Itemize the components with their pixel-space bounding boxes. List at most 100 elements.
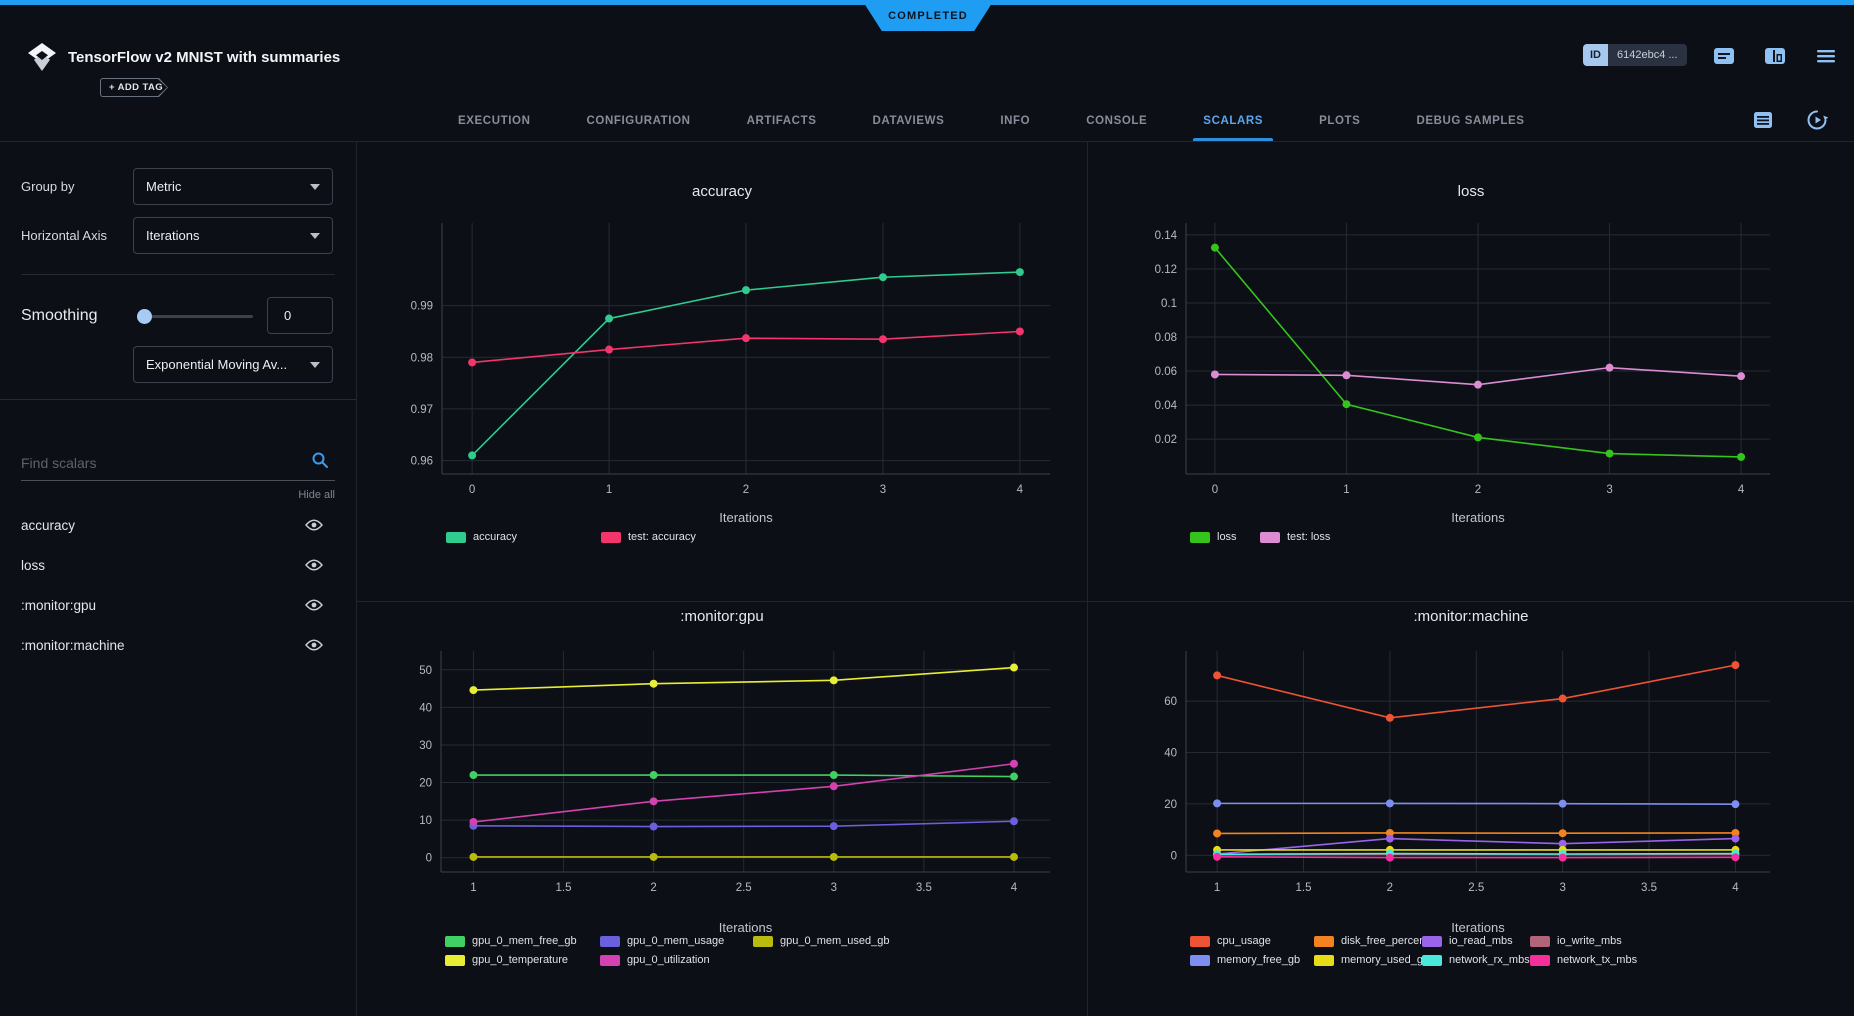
legend-item[interactable]: disk_free_percent	[1314, 935, 1428, 947]
legend-item[interactable]: memory_used_gb	[1314, 954, 1429, 966]
plot-area[interactable]: 0.96 0.97 0.98 0.99 0 1 2 3 4	[357, 202, 1088, 502]
legend-swatch-icon	[1422, 954, 1442, 966]
legend-item[interactable]: network_tx_mbs	[1530, 954, 1637, 966]
id-value: 6142ebc4 ...	[1608, 44, 1687, 66]
legend-item[interactable]: gpu_0_utilization	[600, 954, 753, 966]
legend-swatch-icon	[1314, 954, 1334, 966]
plot-area[interactable]: 0 10 20 30 40 50 1 1.5 2 2.5 3 3.5 4	[357, 632, 1088, 902]
legend-label: memory_free_gb	[1217, 954, 1301, 966]
svg-text:3: 3	[1559, 882, 1565, 894]
svg-text:40: 40	[419, 702, 432, 714]
eye-icon[interactable]	[303, 594, 325, 616]
find-scalars-input[interactable]	[21, 454, 311, 471]
comment-icon[interactable]	[1711, 43, 1737, 69]
scalar-row-loss[interactable]: loss	[21, 545, 335, 585]
smoothing-label: Smoothing	[21, 306, 98, 324]
tab-console[interactable]: CONSOLE	[1086, 114, 1148, 127]
smoothing-input[interactable]	[267, 297, 333, 334]
svg-text:4: 4	[1732, 882, 1739, 894]
legend-item[interactable]: test: accuracy	[601, 531, 696, 543]
scalar-row-monitor-gpu[interactable]: :monitor:gpu	[21, 585, 335, 625]
legend-item[interactable]: memory_free_gb	[1190, 954, 1314, 966]
svg-text:3: 3	[1606, 484, 1612, 496]
legend-swatch-icon	[1190, 531, 1210, 543]
svg-text:1.5: 1.5	[556, 882, 572, 894]
scalar-row-accuracy[interactable]: accuracy	[21, 505, 335, 545]
hide-all-link[interactable]: Hide all	[298, 489, 335, 501]
legend-label: gpu_0_mem_usage	[627, 935, 725, 947]
svg-text:60: 60	[1164, 696, 1177, 708]
chart-legend: accuracy test: accuracy	[446, 531, 696, 543]
svg-text:1: 1	[1343, 484, 1349, 496]
svg-text:2.5: 2.5	[736, 882, 752, 894]
slider-handle-icon[interactable]	[137, 308, 152, 324]
eye-icon[interactable]	[303, 514, 325, 536]
smoothing-method-select[interactable]: Exponential Moving Av...	[133, 346, 333, 383]
horizontal-axis-select[interactable]: Iterations	[133, 217, 333, 254]
legend-item[interactable]: cpu_usage	[1190, 935, 1314, 947]
tab-scalars[interactable]: SCALARS	[1175, 100, 1291, 141]
legend-item[interactable]: io_write_mbs	[1530, 935, 1637, 947]
scalars-sidebar: Group by Metric Horizontal Axis Iteratio…	[0, 142, 356, 1016]
plot-area[interactable]: 0.02 0.04 0.06 0.08 0.1 0.12 0.14 0 1 2 3 4	[1088, 202, 1854, 502]
tab-artifacts[interactable]: ARTIFACTS	[746, 114, 817, 127]
tab-info[interactable]: INFO	[1000, 114, 1031, 127]
legend-swatch-icon	[446, 531, 466, 543]
chart-legend: cpu_usage disk_free_percent io_read_mbs io_…	[1190, 935, 1637, 966]
legend-label: test: loss	[1287, 531, 1331, 543]
experiment-title: TensorFlow v2 MNIST with summaries	[68, 49, 341, 66]
plot-area[interactable]: 0 20 40 60 1 1.5 2 2.5 3 3.5 4	[1088, 632, 1854, 902]
group-by-select[interactable]: Metric	[133, 168, 333, 205]
svg-text:3: 3	[880, 484, 886, 496]
svg-text:0.98: 0.98	[411, 352, 433, 364]
svg-text:1: 1	[606, 484, 612, 496]
x-axis-label: Iterations	[1451, 510, 1505, 525]
tab-plots[interactable]: PLOTS	[1319, 114, 1361, 127]
tab-debug-samples[interactable]: DEBUG SAMPLES	[1416, 114, 1525, 127]
legend-label: gpu_0_utilization	[627, 954, 710, 966]
tab-configuration[interactable]: CONFIGURATION	[586, 114, 691, 127]
legend-item[interactable]: gpu_0_mem_usage	[600, 935, 753, 947]
legend-item[interactable]: loss	[1190, 531, 1260, 543]
chevron-down-icon	[310, 361, 320, 368]
menu-icon[interactable]	[1813, 43, 1839, 69]
legend-item[interactable]: gpu_0_mem_free_gb	[445, 935, 600, 947]
svg-text:0: 0	[1171, 850, 1177, 862]
refresh-icon[interactable]	[1804, 107, 1830, 133]
legend-label: io_read_mbs	[1449, 935, 1513, 947]
scalar-row-monitor-machine[interactable]: :monitor:machine	[21, 625, 335, 665]
svg-text:40: 40	[1164, 748, 1177, 760]
scalar-list: accuracy loss :monitor:gpu	[21, 505, 335, 665]
legend-item[interactable]: accuracy	[446, 531, 601, 543]
eye-icon[interactable]	[303, 634, 325, 656]
add-tag-button[interactable]: + ADD TAG	[100, 78, 168, 97]
legend-item[interactable]: io_read_mbs	[1422, 935, 1530, 947]
table-view-icon[interactable]	[1750, 107, 1776, 133]
legend-item[interactable]: test: loss	[1260, 531, 1330, 543]
legend-label: memory_used_gb	[1341, 954, 1430, 966]
chart-title: :monitor:machine	[1413, 608, 1529, 625]
tab-execution[interactable]: EXECUTION	[458, 114, 531, 127]
legend-swatch-icon	[1260, 531, 1280, 543]
experiment-id-chip[interactable]: ID 6142ebc4 ...	[1583, 44, 1687, 66]
legend-item[interactable]: network_rx_mbs	[1422, 954, 1530, 966]
legend-swatch-icon	[600, 954, 620, 966]
legend-item[interactable]: gpu_0_temperature	[445, 954, 600, 966]
legend-item[interactable]: gpu_0_mem_used_gb	[753, 935, 889, 947]
panels-icon[interactable]	[1762, 43, 1788, 69]
search-icon	[311, 451, 329, 474]
smoothing-slider[interactable]	[133, 308, 253, 324]
eye-icon[interactable]	[303, 554, 325, 576]
svg-text:20: 20	[1164, 799, 1177, 811]
legend-label: accuracy	[473, 531, 518, 543]
x-axis-label: Iterations	[718, 920, 773, 935]
svg-text:0.02: 0.02	[1155, 434, 1177, 446]
chart-loss: loss 0.02 0.04 0.06 0.08 0.1 0.12 0.14 0 1 2 3 4 It…	[1088, 142, 1854, 602]
tab-dataviews[interactable]: DATAVIEWS	[872, 114, 945, 127]
legend-swatch-icon	[445, 935, 465, 947]
svg-text:10: 10	[419, 815, 432, 827]
svg-text:0.97: 0.97	[411, 404, 433, 416]
legend-label: io_write_mbs	[1557, 935, 1622, 947]
svg-text:0.04: 0.04	[1155, 400, 1178, 412]
